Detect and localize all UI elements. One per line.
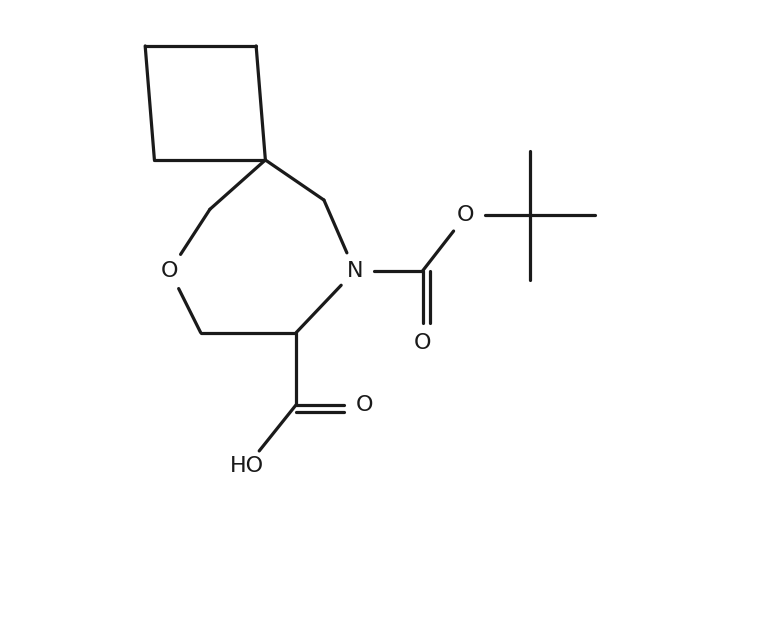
- Text: O: O: [355, 395, 373, 415]
- Text: HO: HO: [230, 457, 264, 476]
- Text: O: O: [414, 333, 431, 353]
- Text: O: O: [457, 205, 474, 225]
- Text: O: O: [161, 261, 178, 281]
- Text: N: N: [347, 261, 363, 281]
